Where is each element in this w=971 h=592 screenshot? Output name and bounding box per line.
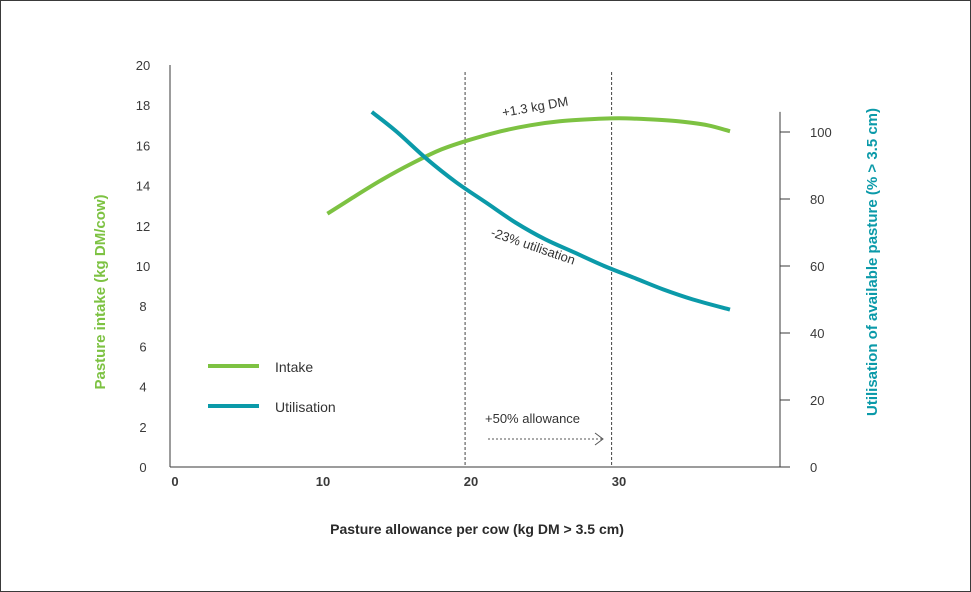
- y-tick-label-left: 6: [139, 339, 146, 354]
- x-tick-label: 10: [316, 474, 330, 489]
- allowance-arrow: [488, 432, 604, 446]
- legend-label-intake: Intake: [275, 359, 313, 375]
- y-tick-label-left: 8: [139, 299, 146, 314]
- y-tick-label-left: 4: [139, 380, 146, 395]
- y-tick-label-right: 40: [810, 326, 824, 341]
- y-tick-label-right: 60: [810, 259, 824, 274]
- annotation-allowance: +50% allowance: [485, 411, 580, 426]
- x-tick-label: 30: [612, 474, 626, 489]
- y-tick-label-left: 12: [136, 219, 150, 234]
- legend: Intake Utilisation: [208, 359, 336, 415]
- x-tick-label: 20: [464, 474, 478, 489]
- y-tick-label-right: 0: [810, 460, 817, 475]
- y-tick-label-left: 14: [136, 179, 150, 194]
- y-tick-label-left: 20: [136, 58, 150, 73]
- y-axis-title-right: Utilisation of available pasture (% > 3.…: [864, 108, 881, 416]
- y-tick-label-left: 10: [136, 259, 150, 274]
- x-tick-label: 0: [171, 474, 178, 489]
- axes: 0 2 4 6 8 10 12 14 16 18 20 0 20 40 60 80 100 0 10 20 30: [136, 58, 832, 489]
- y-tick-label-right: 20: [810, 393, 824, 408]
- legend-label-utilisation: Utilisation: [275, 399, 336, 415]
- y-tick-label-left: 2: [139, 420, 146, 435]
- series-lines: [326, 110, 731, 312]
- reference-lines: [464, 72, 613, 467]
- annotation-intake-gain: +1.3 kg DM: [501, 94, 569, 120]
- y-tick-label-left: 18: [136, 98, 150, 113]
- x-axis-title: Pasture allowance per cow (kg DM > 3.5 c…: [330, 521, 624, 537]
- series-line-utilisation: [370, 110, 731, 312]
- y-tick-label-right: 100: [810, 125, 832, 140]
- series-line-intake: [326, 116, 731, 216]
- y-axis-title-left: Pasture intake (kg DM/cow): [92, 194, 109, 389]
- y-tick-label-left: 16: [136, 138, 150, 153]
- y-tick-label-left: 0: [139, 460, 146, 475]
- y-tick-label-right: 80: [810, 192, 824, 207]
